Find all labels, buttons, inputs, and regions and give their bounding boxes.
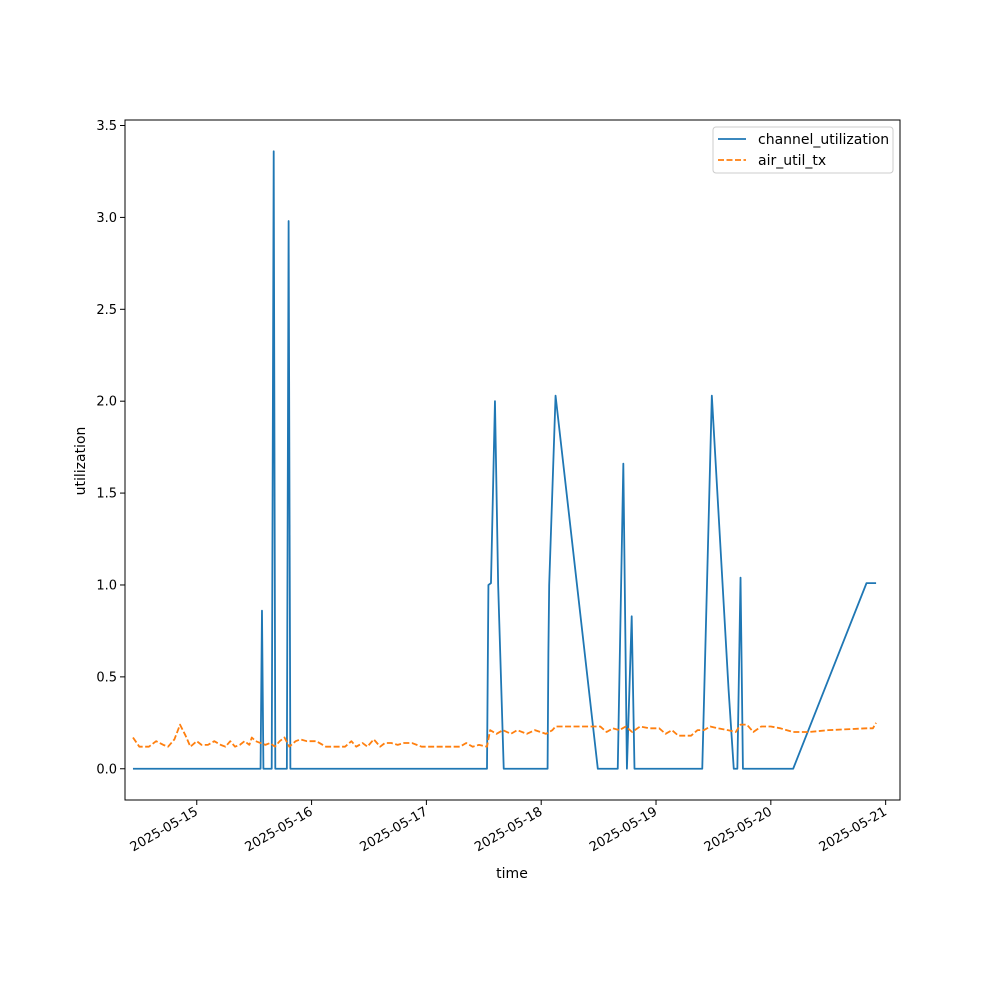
y-axis: 0.0 0.5 1.0 1.5 2.0 2.5 3.0 3.5 (96, 119, 125, 777)
legend-label-air-util-tx: air_util_tx (758, 153, 826, 169)
y-tick-label: 1.5 (96, 487, 117, 502)
legend: channel_utilization air_util_tx (712, 126, 894, 174)
x-axis-label: time (496, 866, 528, 882)
y-tick-label: 3.0 (96, 211, 117, 226)
legend-label-channel-utilization: channel_utilization (758, 132, 889, 148)
y-tick-label: 3.5 (96, 119, 117, 134)
y-tick-label: 2.5 (96, 303, 117, 318)
plot-frame (124, 119, 901, 801)
series-line-channel-utilization (132, 150, 877, 770)
y-tick-label: 2.0 (96, 395, 117, 410)
legend-box (712, 126, 894, 174)
plot-area (132, 150, 877, 770)
series-line-air-util-tx (132, 722, 877, 748)
y-tick-label: 0.0 (96, 762, 117, 777)
y-tick-label: 0.5 (96, 670, 117, 685)
y-tick-label: 1.0 (96, 578, 117, 593)
y-axis-label: utilization (73, 427, 89, 496)
